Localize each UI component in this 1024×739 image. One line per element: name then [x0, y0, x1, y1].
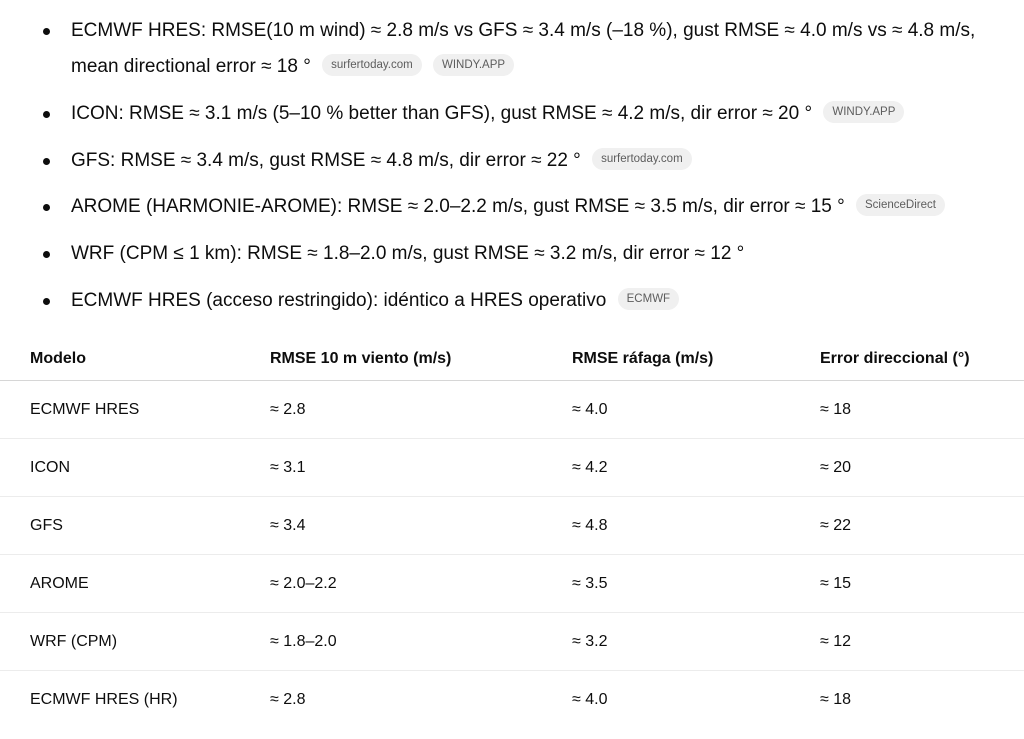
table-row: WRF (CPM) ≈ 1.8–2.0 ≈ 3.2 ≈ 12 — [0, 612, 1024, 671]
bullet-dot — [43, 251, 50, 258]
bullet-text: mean directional error ≈ 18 ° — [71, 56, 311, 77]
cell-rmse-wind: ≈ 1.8–2.0 — [270, 612, 572, 671]
bullet-text: WRF (CPM ≤ 1 km): RMSE ≈ 1.8–2.0 m/s, gu… — [71, 243, 745, 264]
column-header-dir-error: Error direccional (°) — [820, 338, 1024, 381]
table-row: ECMWF HRES ≈ 2.8 ≈ 4.0 ≈ 18 — [0, 380, 1024, 439]
column-header-model: Modelo — [0, 338, 270, 381]
cell-rmse-gust: ≈ 4.8 — [572, 496, 820, 555]
cell-model: ECMWF HRES — [0, 380, 270, 439]
source-chip-windy[interactable]: WINDY.APP — [432, 53, 515, 76]
column-header-rmse-wind: RMSE 10 m viento (m/s) — [270, 338, 572, 381]
bullet-text-line: ECMWF HRES (acceso restringido): idéntic… — [71, 287, 680, 314]
bullet-dot — [43, 204, 50, 211]
bullet-dot — [43, 28, 50, 35]
bullet-dot — [43, 298, 50, 305]
cell-rmse-gust: ≈ 4.0 — [572, 380, 820, 439]
table-header-row: Modelo RMSE 10 m viento (m/s) RMSE ráfag… — [0, 338, 1024, 381]
cell-dir-error: ≈ 15 — [820, 554, 1024, 613]
bullet-text-continued: mean directional error ≈ 18 ° surfertoda… — [71, 53, 515, 80]
cell-model: GFS — [0, 496, 270, 555]
cell-rmse-gust: ≈ 3.2 — [572, 612, 820, 671]
bullet-text-line: GFS: RMSE ≈ 3.4 m/s, gust RMSE ≈ 4.8 m/s… — [71, 147, 692, 174]
cell-model: ECMWF HRES (HR) — [30, 690, 178, 708]
bullet-text: ECMWF HRES: RMSE(10 m wind) ≈ 2.8 m/s vs… — [71, 20, 976, 41]
bullet-text: ECMWF HRES (acceso restringido): idéntic… — [71, 290, 607, 311]
model-comparison-table: Modelo RMSE 10 m viento (m/s) RMSE ráfag… — [0, 338, 1024, 728]
cell-rmse-wind: ≈ 2.8 — [270, 690, 306, 708]
source-chip-surfertoday[interactable]: surfertoday.com — [322, 53, 422, 76]
table-row: AROME ≈ 2.0–2.2 ≈ 3.5 ≈ 15 — [0, 554, 1024, 613]
column-header-rmse-gust: RMSE ráfaga (m/s) — [572, 338, 820, 381]
source-chip-ecmwf[interactable]: ECMWF — [617, 287, 680, 310]
cell-rmse-gust: ≈ 4.0 — [572, 690, 608, 708]
bullet-text: AROME (HARMONIE-AROME): RMSE ≈ 2.0–2.2 m… — [71, 196, 845, 217]
bullet-dot — [43, 158, 50, 165]
source-chip-surfertoday[interactable]: surfertoday.com — [592, 147, 692, 170]
bullet-text: GFS: RMSE ≈ 3.4 m/s, gust RMSE ≈ 4.8 m/s… — [71, 150, 581, 171]
cell-rmse-wind: ≈ 3.4 — [270, 496, 572, 555]
cell-rmse-gust: ≈ 3.5 — [572, 554, 820, 613]
bullet-text-line: AROME (HARMONIE-AROME): RMSE ≈ 2.0–2.2 m… — [71, 193, 945, 220]
bullet-text: ICON: RMSE ≈ 3.1 m/s (5–10 % better than… — [71, 103, 813, 124]
source-chip-sciencedirect[interactable]: ScienceDirect — [855, 193, 945, 216]
bullet-dot — [43, 111, 50, 118]
cell-rmse-wind: ≈ 2.0–2.2 — [270, 554, 572, 613]
cell-rmse-gust: ≈ 4.2 — [572, 438, 820, 497]
cell-dir-error: ≈ 18 — [820, 380, 1024, 439]
cell-rmse-wind: ≈ 3.1 — [270, 438, 572, 497]
cell-model: ICON — [0, 438, 270, 497]
table-row: ECMWF HRES (HR) ≈ 2.8 ≈ 4.0 ≈ 18 — [0, 671, 1024, 729]
source-chip-windy[interactable]: WINDY.APP — [823, 100, 905, 123]
cell-dir-error: ≈ 20 — [820, 438, 1024, 497]
table-row: GFS ≈ 3.4 ≈ 4.8 ≈ 22 — [0, 496, 1024, 555]
bullet-text-line: ICON: RMSE ≈ 3.1 m/s (5–10 % better than… — [71, 100, 905, 127]
cell-dir-error: ≈ 12 — [820, 612, 1024, 671]
cell-dir-error: ≈ 22 — [820, 496, 1024, 555]
cell-dir-error: ≈ 18 — [820, 690, 852, 708]
cell-model: AROME — [0, 554, 270, 613]
table-row: ICON ≈ 3.1 ≈ 4.2 ≈ 20 — [0, 438, 1024, 497]
cell-model: WRF (CPM) — [0, 612, 270, 671]
cell-rmse-wind: ≈ 2.8 — [270, 380, 572, 439]
